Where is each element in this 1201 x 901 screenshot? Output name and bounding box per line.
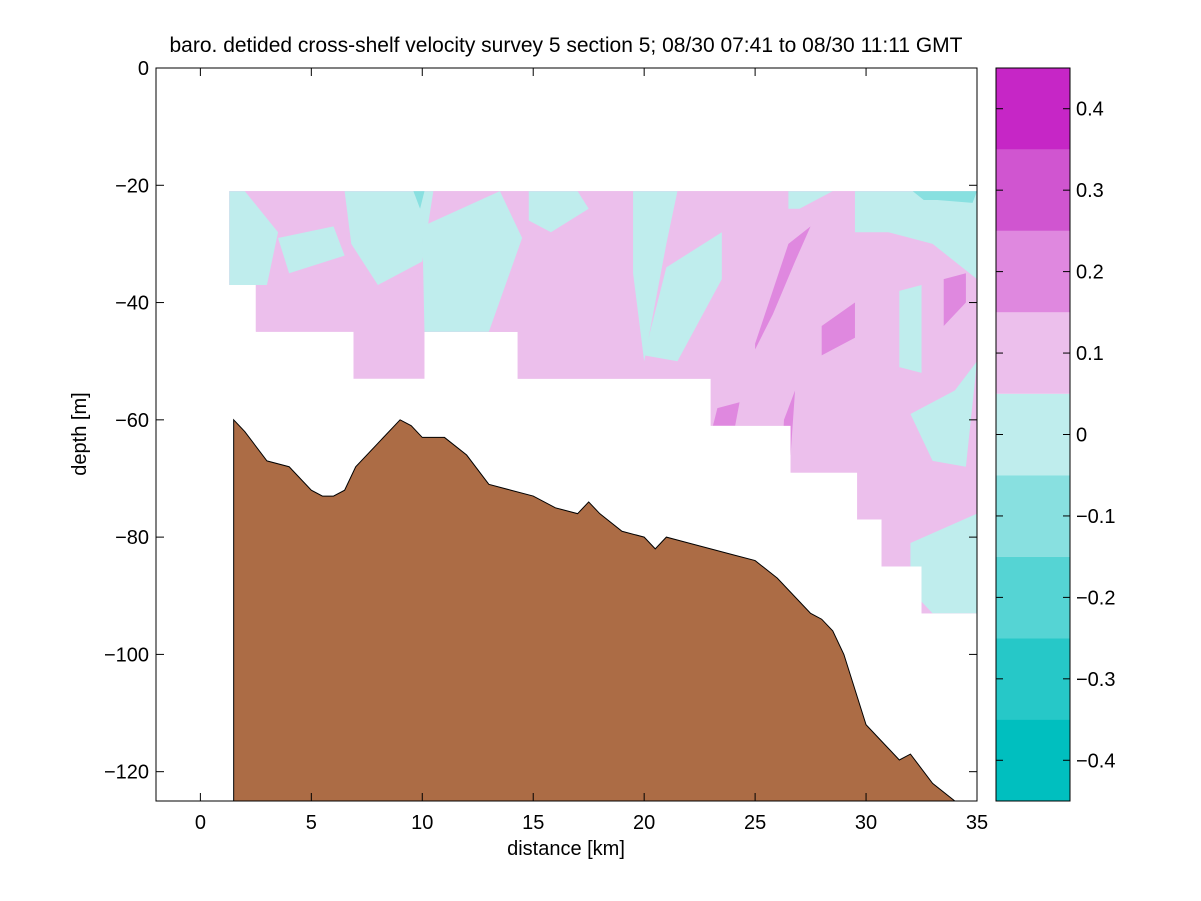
contour-patch [910, 513, 977, 614]
colorbar-tick-label: −0.1 [1076, 506, 1115, 528]
contour-patch [229, 191, 412, 332]
seafloor [233, 418, 956, 801]
x-tick-label: 5 [306, 812, 317, 834]
contour-patch [854, 191, 977, 280]
x-axis-label: distance [km] [507, 838, 625, 860]
contour-patch [644, 232, 722, 362]
colorbar-tick-label: 0.4 [1076, 99, 1104, 121]
contour-patch [422, 191, 523, 332]
colorbar-tick-label: −0.3 [1076, 669, 1115, 691]
colorbar-swatch [996, 638, 1070, 720]
colorbar-swatch [996, 393, 1070, 476]
x-tick-label: 35 [966, 812, 988, 834]
y-tick-label: −40 [115, 293, 149, 315]
contour-patch [528, 191, 589, 233]
x-tick-label: 15 [522, 812, 544, 834]
chart-title: baro. detided cross-shelf velocity surve… [170, 34, 963, 57]
x-tick-label: 20 [633, 812, 655, 834]
contour-patch [943, 273, 966, 327]
contour-patch [712, 402, 740, 426]
colorbar-swatch [996, 68, 1070, 150]
contour-patch [821, 302, 855, 356]
y-tick-label: −120 [104, 762, 149, 784]
colorbar-swatch [996, 475, 1070, 557]
y-tick-label: 0 [138, 58, 149, 80]
y-tick-label: −60 [115, 410, 149, 432]
y-axis-label: depth [m] [69, 392, 91, 475]
colorbar-tick-label: −0.4 [1076, 750, 1115, 772]
colorbar-swatch [996, 149, 1070, 231]
colorbar-tick-label: 0.2 [1076, 262, 1104, 284]
colorbar-swatch [996, 312, 1070, 394]
contour-patch [788, 191, 833, 209]
contour-patch [229, 191, 279, 285]
x-tick-label: 10 [411, 812, 433, 834]
contour-patch [755, 226, 811, 350]
contour-patch [910, 361, 977, 467]
contour-patch [413, 191, 425, 209]
y-tick-label: −80 [115, 527, 149, 549]
colorbar: −0.4 −0.3 −0.2 −0.1 0 0.1 0.2 0.3 0.4 [995, 67, 1115, 802]
y-tick-label: −20 [115, 175, 149, 197]
plot-area: 0 5 10 15 20 25 30 35 −120 −100 −80 −60 −40 −20 0 [104, 58, 988, 834]
colorbar-tick-label: 0.1 [1076, 343, 1104, 365]
colorbar-ticks: −0.4 −0.3 −0.2 −0.1 0 0.1 0.2 0.3 0.4 [996, 99, 1115, 772]
colorbar-tick-label: 0 [1076, 425, 1087, 447]
colorbar-swatches [996, 68, 1070, 801]
contour-patch [912, 191, 977, 203]
colorbar-tick-label: −0.2 [1076, 587, 1115, 609]
x-tick-label: 30 [855, 812, 877, 834]
colorbar-swatch [996, 719, 1070, 801]
x-tick-label: 0 [195, 812, 206, 834]
y-axis-ticks: −120 −100 −80 −60 −40 −20 0 [104, 58, 977, 784]
contour-patch [899, 284, 922, 373]
x-tick-label: 25 [744, 812, 766, 834]
contour-patch [344, 191, 434, 285]
contour-patch [278, 226, 345, 274]
y-tick-label: −100 [104, 644, 149, 666]
colorbar-swatch [996, 556, 1070, 639]
bathymetry [233, 418, 956, 801]
x-axis-ticks: 0 5 10 15 20 25 30 35 [195, 68, 988, 834]
colorbar-tick-label: 0.3 [1076, 180, 1104, 202]
contour-patch [633, 191, 678, 362]
colorbar-swatch [996, 230, 1070, 313]
plot-frame [155, 67, 978, 802]
